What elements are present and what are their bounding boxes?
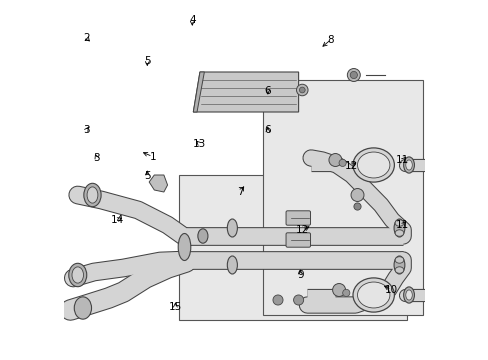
Ellipse shape: [69, 263, 86, 287]
Polygon shape: [193, 72, 298, 112]
Ellipse shape: [198, 229, 207, 243]
Ellipse shape: [405, 290, 411, 300]
Ellipse shape: [403, 287, 414, 303]
Bar: [263, 80, 422, 315]
Polygon shape: [193, 72, 204, 112]
Ellipse shape: [393, 256, 404, 274]
Ellipse shape: [83, 183, 101, 207]
Circle shape: [299, 87, 305, 93]
Circle shape: [346, 68, 360, 81]
Ellipse shape: [403, 157, 414, 173]
Ellipse shape: [405, 160, 411, 170]
Ellipse shape: [357, 282, 389, 308]
Ellipse shape: [393, 219, 404, 237]
Ellipse shape: [394, 267, 403, 273]
Text: 15: 15: [168, 302, 182, 312]
Circle shape: [293, 295, 303, 305]
Ellipse shape: [227, 256, 237, 274]
Ellipse shape: [178, 234, 190, 261]
Ellipse shape: [394, 220, 403, 226]
Text: 3: 3: [83, 125, 90, 135]
Text: 11: 11: [395, 220, 408, 230]
Text: 6: 6: [264, 86, 271, 96]
Text: 5: 5: [143, 56, 150, 66]
Text: 2: 2: [83, 33, 90, 43]
Circle shape: [338, 159, 346, 166]
Text: 8: 8: [327, 35, 333, 45]
Ellipse shape: [394, 230, 403, 236]
Bar: [178, 175, 406, 320]
Text: 13: 13: [192, 139, 206, 149]
Polygon shape: [149, 175, 167, 192]
Text: 14: 14: [111, 215, 124, 225]
Ellipse shape: [394, 257, 403, 263]
Text: 6: 6: [264, 125, 271, 135]
Circle shape: [328, 153, 341, 166]
Text: 3: 3: [93, 153, 100, 163]
Circle shape: [350, 189, 363, 202]
Text: 1: 1: [149, 152, 156, 162]
Text: 10: 10: [384, 285, 397, 295]
Text: 11: 11: [395, 155, 408, 165]
Circle shape: [332, 284, 345, 297]
Text: 12: 12: [295, 225, 308, 235]
Circle shape: [349, 71, 357, 78]
Circle shape: [342, 289, 349, 297]
Text: 12: 12: [344, 161, 357, 171]
Text: 5: 5: [143, 171, 150, 181]
Text: 7: 7: [237, 186, 244, 197]
Circle shape: [272, 295, 283, 305]
Text: 4: 4: [188, 15, 195, 25]
Ellipse shape: [72, 267, 83, 283]
Ellipse shape: [357, 152, 389, 178]
Ellipse shape: [352, 148, 394, 182]
Text: 9: 9: [296, 270, 303, 280]
Ellipse shape: [227, 219, 237, 237]
Circle shape: [296, 84, 307, 96]
FancyBboxPatch shape: [285, 211, 310, 225]
Ellipse shape: [352, 278, 394, 312]
Ellipse shape: [74, 297, 91, 319]
FancyBboxPatch shape: [285, 233, 310, 247]
Ellipse shape: [87, 187, 98, 203]
Circle shape: [353, 203, 360, 210]
